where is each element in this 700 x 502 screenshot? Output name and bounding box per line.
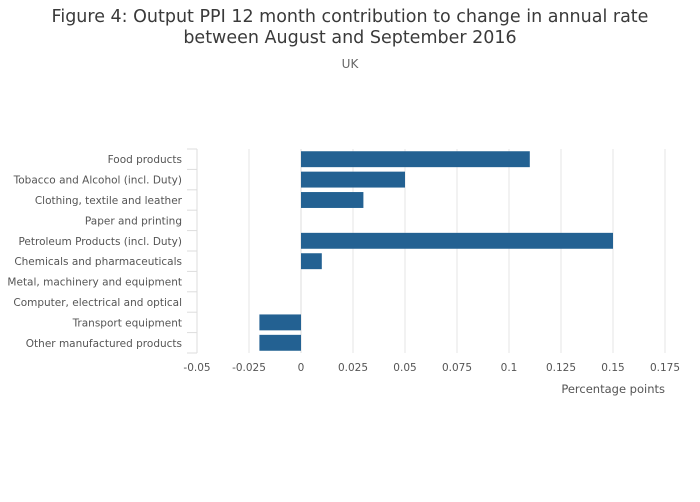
bars xyxy=(259,151,613,351)
x-tick-label: 0.025 xyxy=(338,362,368,374)
chart-title: Figure 4: Output PPI 12 month contributi… xyxy=(0,7,700,49)
category-label: Clothing, textile and leather xyxy=(35,195,183,207)
category-label: Metal, machinery and equipment xyxy=(7,277,182,289)
bar[interactable] xyxy=(301,232,613,249)
x-axis-title: Percentage points xyxy=(561,382,665,396)
category-label: Computer, electrical and optical xyxy=(13,297,182,309)
category-label: Tobacco and Alcohol (incl. Duty) xyxy=(13,175,182,187)
x-tick-label: 0.075 xyxy=(442,362,472,374)
chart-subtitle: UK xyxy=(341,57,359,71)
x-tick-label: 0.175 xyxy=(650,362,680,374)
x-tick-label: 0.1 xyxy=(501,362,518,374)
bar[interactable] xyxy=(301,192,364,208)
x-tick-label: 0.125 xyxy=(546,362,576,374)
category-label: Transport equipment xyxy=(72,317,182,329)
category-label: Paper and printing xyxy=(85,215,182,227)
x-tick-label: -0.025 xyxy=(232,362,266,374)
bar[interactable] xyxy=(259,314,301,331)
category-label: Chemicals and pharmaceuticals xyxy=(14,256,182,268)
x-tick-label: 0 xyxy=(298,362,305,374)
x-tick-label: 0.05 xyxy=(393,362,416,374)
chart-title-line-2: between August and September 2016 xyxy=(183,28,517,48)
x-tick-label: 0.15 xyxy=(601,362,624,374)
bar[interactable] xyxy=(301,253,322,270)
category-label: Other manufactured products xyxy=(26,338,182,350)
bar[interactable] xyxy=(301,151,530,168)
bar[interactable] xyxy=(301,171,405,188)
axes: -0.05 -0.025 0 0.025 0.05 0.075 0.1 0.125 0.15 0.… xyxy=(7,148,680,374)
category-label: Petroleum Products (incl. Duty) xyxy=(18,236,182,248)
chart-title-line-1: Figure 4: Output PPI 12 month contributi… xyxy=(51,7,649,27)
category-label: Food products xyxy=(108,154,182,166)
x-tick-label: -0.05 xyxy=(183,362,210,374)
bar[interactable] xyxy=(259,334,301,351)
